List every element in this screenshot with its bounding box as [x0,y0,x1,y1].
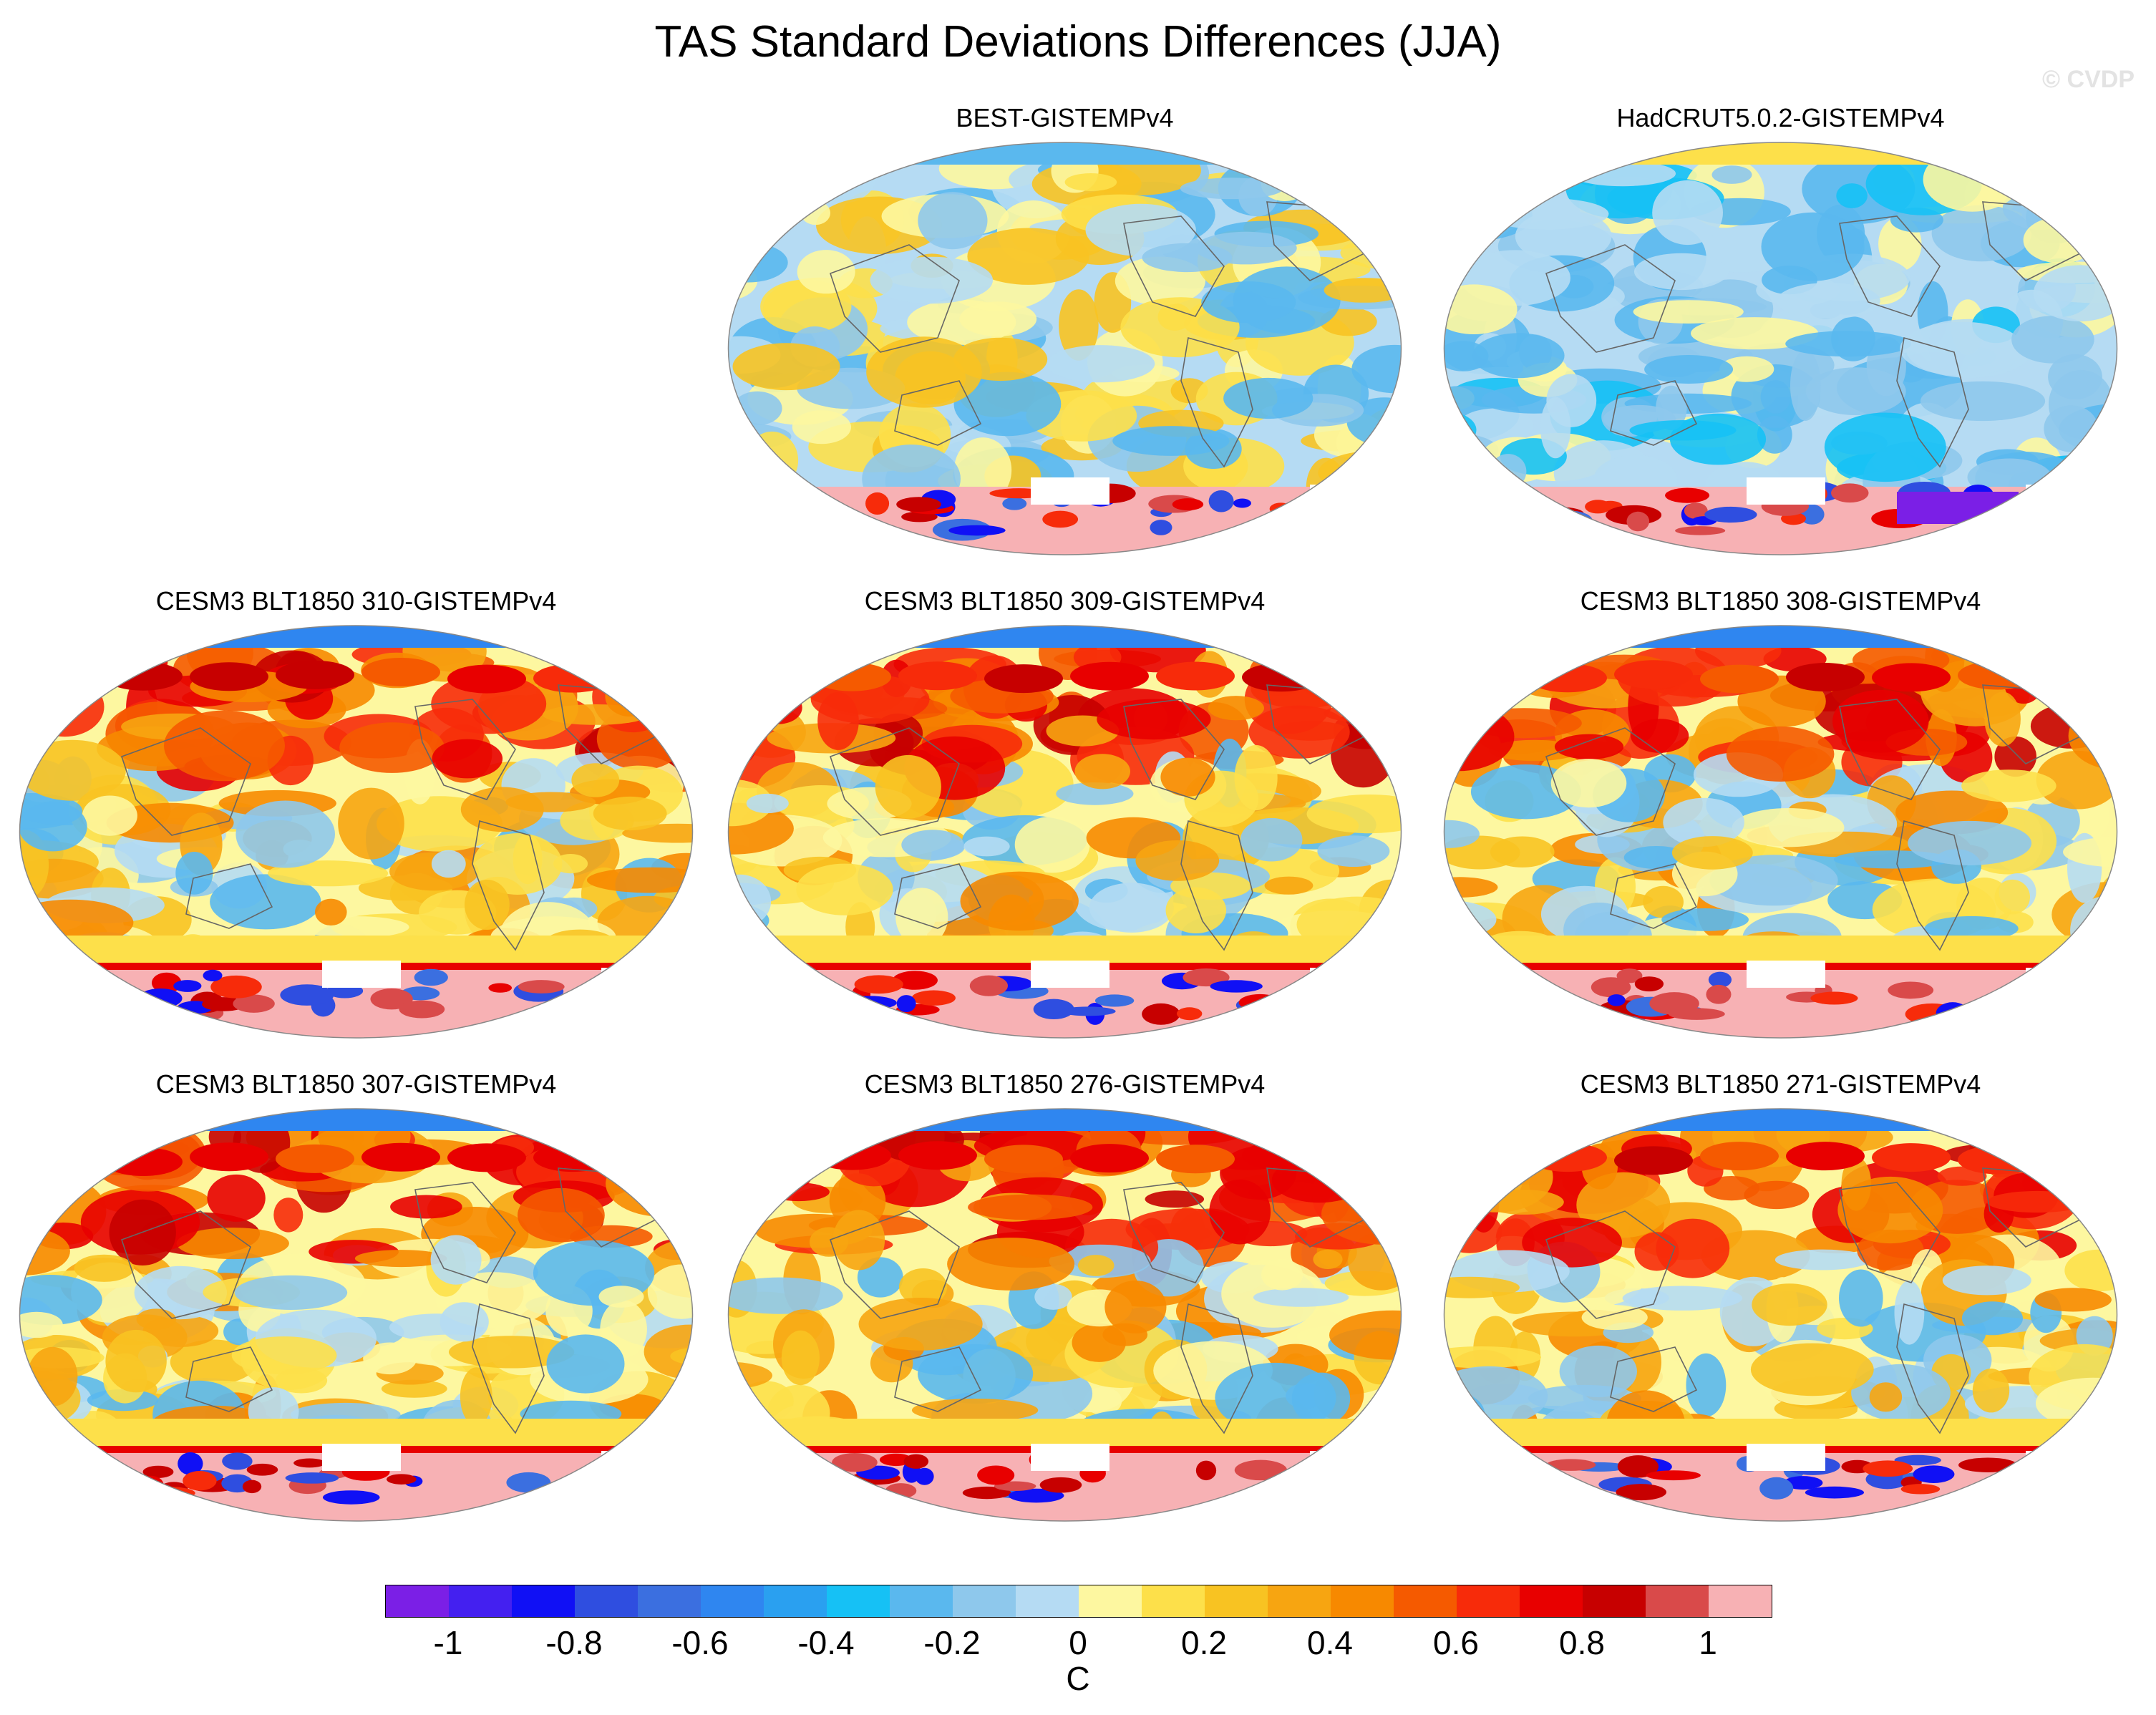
map-panel: HadCRUT5.0.2-GISTEMPv4 [1439,100,2122,562]
map-panel: CESM3 BLT1850 307-GISTEMPv4 [14,1067,698,1528]
colorbar-swatch [1079,1585,1142,1617]
globe-map [19,625,694,1039]
map-outline [1443,1108,2118,1522]
map-panel: CESM3 BLT1850 271-GISTEMPv4 [1439,1067,2122,1528]
colorbar-swatch [386,1585,449,1617]
colorbar-swatch [1457,1585,1520,1617]
globe-map [727,1108,1402,1522]
colorbar-swatch [449,1585,512,1617]
colorbar-swatch [890,1585,953,1617]
colorbar-tick-label: -0.2 [923,1624,981,1661]
map-outline [727,142,1402,555]
panel-title: CESM3 BLT1850 308-GISTEMPv4 [1580,586,1981,616]
colorbar-swatch [512,1585,575,1617]
map-panel: BEST-GISTEMPv4 [723,100,1407,562]
colorbar-tick-label: 0.2 [1181,1624,1227,1661]
colorbar-tick-label: 0.4 [1307,1624,1353,1661]
globe-map [1443,625,2118,1039]
colorbar-tick-label: 0.6 [1433,1624,1479,1661]
colorbar-tick-label: -0.6 [671,1624,729,1661]
colorbar-swatch [827,1585,890,1617]
colorbar-tick-label: -0.4 [797,1624,855,1661]
map-panel: CESM3 BLT1850 310-GISTEMPv4 [14,583,698,1045]
colorbar-swatch [1583,1585,1646,1617]
colorbar-swatch [1709,1585,1772,1617]
panel-title: HadCRUT5.0.2-GISTEMPv4 [1616,103,1945,132]
colorbar-swatch [1205,1585,1268,1617]
figure-title: TAS Standard Deviations Differences (JJA… [654,17,1502,67]
colorbar-swatch [953,1585,1016,1617]
map-outline [1443,142,2118,555]
map-outline [727,1108,1402,1522]
map-outline [727,625,1402,1039]
colorbar-tick-label: -0.8 [545,1624,603,1661]
globe-map [727,142,1402,555]
globe-map [1443,142,2118,555]
colorbar-swatch [1646,1585,1709,1617]
colorbar-swatch [575,1585,638,1617]
colorbar-swatch [1016,1585,1079,1617]
panel-title: BEST-GISTEMPv4 [956,103,1174,132]
colorbar-tick-label: 0 [1069,1624,1087,1661]
map-outline [1443,625,2118,1039]
colorbar-swatch [1268,1585,1331,1617]
map-panel: CESM3 BLT1850 276-GISTEMPv4 [723,1067,1407,1528]
map-panel: CESM3 BLT1850 308-GISTEMPv4 [1439,583,2122,1045]
colorbar-swatch [701,1585,764,1617]
colorbar-tick-label: 0.8 [1559,1624,1605,1661]
colorbar-swatch [1394,1585,1457,1617]
colorbar [385,1585,1772,1618]
colorbar-tick-labels: -1 -0.8 -0.6 -0.4 -0.2 0 0.2 0.4 0.6 0.8 1 [0,1623,2156,1666]
map-outline [19,625,694,1039]
colorbar-swatch [1331,1585,1394,1617]
colorbar-tick-label: -1 [433,1624,463,1661]
panel-title: CESM3 BLT1850 307-GISTEMPv4 [155,1069,557,1099]
colorbar-tick-label: 1 [1699,1624,1717,1661]
colorbar-units: C [1066,1660,1090,1697]
globe-map [727,625,1402,1039]
panel-title: CESM3 BLT1850 310-GISTEMPv4 [155,586,557,616]
panel-title: CESM3 BLT1850 276-GISTEMPv4 [864,1069,1266,1099]
cvdp-credit: © CVDP [2042,66,2135,93]
panel-title: CESM3 BLT1850 309-GISTEMPv4 [864,586,1266,616]
colorbar-swatch [764,1585,827,1617]
colorbar-swatch [1142,1585,1205,1617]
panel-title: CESM3 BLT1850 271-GISTEMPv4 [1580,1069,1981,1099]
map-panel: CESM3 BLT1850 309-GISTEMPv4 [723,583,1407,1045]
globe-map [19,1108,694,1522]
colorbar-swatch [638,1585,701,1617]
colorbar-swatch [1520,1585,1583,1617]
globe-map [1443,1108,2118,1522]
map-outline [19,1108,694,1522]
